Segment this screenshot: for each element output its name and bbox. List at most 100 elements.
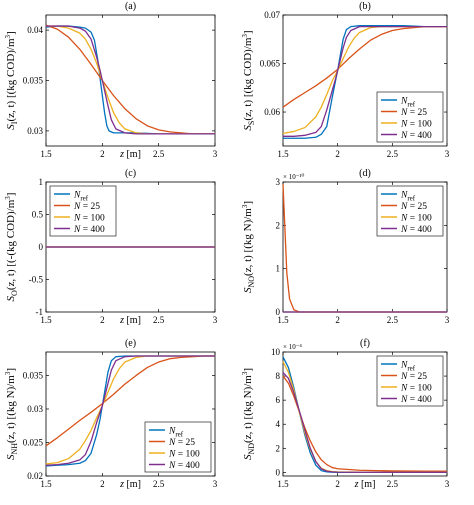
axis-exponent-label: × 10⁻¹⁰ (283, 173, 304, 181)
chart-panel-1: 1.5 2 2.5 3 0.03 0.035 0.04 (a) z [m] SI(z, t) [(… (4, 1, 218, 160)
y-axis-label: SND(z, t) [(kg N)/m3] (241, 368, 256, 460)
legend-entry-label: Nref (168, 427, 184, 439)
x-tick-label: 2.5 (387, 149, 399, 159)
legend-entry-label: Nref (73, 191, 89, 203)
x-tick-label: 1.5 (40, 149, 52, 159)
y-tick-label: 0.04 (27, 25, 43, 35)
x-axis-label: z [m] (119, 149, 141, 160)
panel-label: (b) (359, 1, 371, 12)
legend-entry-label: Nref (400, 361, 416, 373)
panel-label: (e) (125, 338, 136, 349)
y-tick-label: 1 (39, 177, 44, 187)
x-axis-label: z [m] (354, 479, 376, 490)
legend-entry-label: N = 25 (168, 438, 195, 448)
chart-panel-5: 1.5 2 2.5 3 0.02 0.025 0.03 0.035 (e) z [m] SNH(z,… (4, 338, 218, 490)
x-tick-label: 1.5 (277, 479, 289, 489)
y-tick-label: 0.065 (260, 59, 281, 69)
x-tick-label: 2 (100, 479, 105, 489)
y-axis-label: SNH(z, t) [(kg N)/m3] (4, 368, 19, 460)
legend-entry-label: N = 100 (73, 214, 105, 224)
x-tick-label: 3 (445, 149, 450, 159)
panel-label: (a) (125, 1, 136, 12)
y-tick-label: 0.03 (27, 126, 43, 136)
x-tick-label: 3 (213, 149, 218, 159)
chart-panel-6: 1.5 2 2.5 3 0 2 4 6 8 10 × 10⁻⁴ (f) z [m] SND(z, t) [… (241, 338, 450, 490)
y-tick-label: 0.5 (32, 210, 44, 220)
y-axis-label: SO(z, t) [(-(kg COD)/m3] (4, 193, 19, 302)
legend-entry-label: Nref (400, 97, 416, 109)
legend-entry-label: Nref (400, 191, 416, 203)
y-tick-label: 10 (271, 347, 281, 357)
legend-entry-label: N = 25 (400, 372, 427, 382)
x-tick-label: 1.5 (40, 479, 52, 489)
y-tick-label: 4 (276, 419, 281, 429)
panel-label: (d) (359, 168, 371, 179)
x-tick-label: 2 (100, 149, 105, 159)
legend-entry-label: N = 25 (400, 108, 427, 118)
panel-label: (f) (360, 338, 370, 349)
y-axis-label: SNO(z, t) [(kg N)/m3] (241, 201, 256, 293)
y-tick-label: 0 (276, 467, 281, 477)
legend-entry-label: N = 400 (168, 461, 200, 471)
x-tick-label: 3 (213, 315, 218, 325)
x-tick-label: 2.5 (387, 315, 399, 325)
plot-frame (45, 14, 216, 147)
x-tick-label: 3 (445, 479, 450, 489)
series-line-4 (45, 355, 215, 466)
y-tick-label: 0.035 (23, 370, 44, 380)
y-tick-label: 2 (276, 220, 281, 230)
x-axis-label: z [m] (119, 315, 141, 326)
legend-entry-label: N = 400 (73, 225, 105, 235)
x-tick-label: 2.5 (153, 149, 165, 159)
y-tick-label: -0.5 (29, 275, 44, 285)
y-tick-label: 0.03 (27, 404, 43, 414)
y-tick-label: 6 (276, 395, 281, 405)
x-tick-label: 2 (335, 315, 340, 325)
x-tick-label: 2.5 (153, 315, 165, 325)
x-tick-label: 3 (213, 479, 218, 489)
x-tick-label: 1.5 (277, 315, 289, 325)
x-axis-label: z [m] (119, 479, 141, 490)
y-tick-label: 0.07 (264, 10, 280, 20)
panel-label: (c) (125, 168, 136, 179)
legend-entry-label: N = 400 (400, 225, 432, 235)
series-line-4 (46, 25, 215, 135)
legend-entry-label: N = 25 (400, 202, 427, 212)
y-tick-label: 0.06 (264, 107, 280, 117)
legend-entry-label: N = 100 (400, 120, 432, 130)
x-tick-label: 3 (445, 315, 450, 325)
legend-entry-label: N = 25 (73, 202, 100, 212)
y-tick-label: 0.025 (23, 437, 44, 447)
y-axis-label: SS(z, t) [(kg COD)/m3] (241, 30, 256, 130)
x-tick-label: 2 (100, 315, 105, 325)
series-line-4 (282, 372, 447, 473)
legend-entry-label: N = 100 (168, 450, 200, 460)
y-tick-label: -1 (36, 307, 44, 317)
legend-entry-label: N = 400 (400, 395, 432, 405)
chart-panel-3: 1.5 2 2.5 3 -1 -0.5 0 0.5 1 (c) z [m] SO(z, t) [(-(… (4, 168, 218, 326)
legend-entry-label: N = 100 (400, 384, 432, 394)
series-line-2 (45, 355, 215, 447)
x-tick-label: 2 (335, 149, 340, 159)
y-tick-label: 0.035 (23, 76, 44, 86)
x-tick-label: 1.5 (277, 149, 289, 159)
y-axis-label: SI(z, t) [(kg COD)/m3] (4, 31, 19, 129)
x-tick-label: 1.5 (40, 315, 52, 325)
chart-panel-2: 1.5 2 2.5 3 0.06 0.065 0.07 (b) SS(z, t) [(kg CO… (241, 1, 450, 159)
y-tick-label: 0.02 (27, 471, 43, 481)
y-tick-label: 0 (39, 242, 44, 252)
series-line-4 (283, 25, 447, 137)
y-tick-label: 3 (276, 177, 281, 187)
y-tick-label: 1 (276, 264, 281, 274)
x-tick-label: 2.5 (387, 479, 399, 489)
y-tick-label: 8 (276, 371, 281, 381)
y-tick-label: 2 (276, 443, 281, 453)
axis-exponent-label: × 10⁻⁴ (283, 343, 302, 351)
x-tick-label: 2.5 (153, 479, 165, 489)
legend-entry-label: N = 100 (400, 214, 432, 224)
